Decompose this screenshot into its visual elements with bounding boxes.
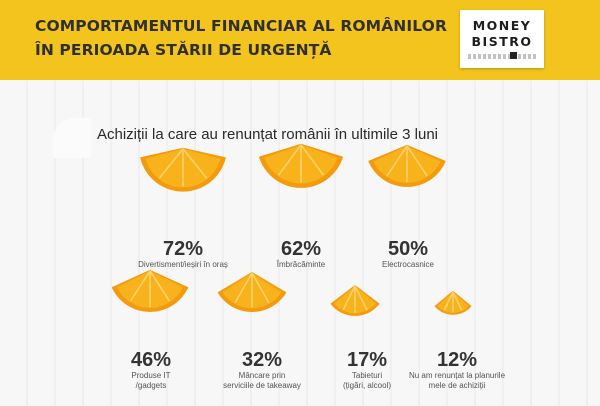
- logo-tagline: [468, 54, 536, 59]
- moneybistro-logo: MONEY BISTRO: [460, 10, 544, 68]
- orange-slice-6: [330, 284, 380, 316]
- value-label: 62%: [281, 238, 321, 260]
- logo-text-money: MONEY: [472, 18, 532, 33]
- logo-text-bistro: BISTRO: [471, 34, 533, 49]
- slice-segment: [129, 270, 151, 302]
- category-label: Mâncare prin: [239, 371, 286, 380]
- value-label: 17%: [347, 349, 387, 371]
- category-label: Electrocasnice: [382, 260, 435, 269]
- title-line-2: ÎN PERIOADA STĂRII DE URGENȚĂ: [35, 41, 332, 59]
- category-label: mele de achiziții: [429, 381, 486, 390]
- slice-segment: [452, 291, 463, 311]
- slice-segment: [149, 270, 171, 302]
- category-label: Produse IT: [131, 371, 170, 380]
- wood-background: [0, 80, 600, 406]
- category-label: serviciile de takeaway: [223, 381, 301, 390]
- header-banner: COMPORTAMENTUL FINANCIAR AL ROMÂNILOR ÎN…: [0, 0, 600, 80]
- chart-title: Achiziții la care au renunțat românii în…: [97, 126, 438, 143]
- orange-slice-5: [217, 272, 287, 312]
- slice-segment: [300, 144, 325, 176]
- orange-slice-3: [368, 144, 446, 187]
- category-label: Divertisment/ieșiri în oraș: [138, 260, 228, 269]
- slice-segment: [386, 145, 408, 177]
- orange-slice-1: [140, 147, 226, 192]
- slice-segment: [277, 144, 302, 176]
- slice-segment: [182, 148, 208, 179]
- slice-segment: [342, 285, 356, 311]
- value-label: 46%: [131, 349, 171, 371]
- slice-segment: [234, 272, 253, 304]
- value-label: 32%: [242, 349, 282, 371]
- logo-mark-icon: [510, 52, 517, 59]
- value-label: 72%: [163, 238, 203, 260]
- paper-decoration: [53, 118, 91, 158]
- slice-segment: [443, 291, 454, 311]
- category-label: Nu am renunțat la planurile: [409, 371, 506, 380]
- orange-slice-2: [258, 143, 344, 188]
- category-label: /gadgets: [136, 381, 167, 390]
- orange-slice-4: [111, 269, 189, 312]
- slice-segment: [251, 272, 270, 304]
- orange-slice-7: [434, 290, 472, 315]
- category-label: Tabieturi: [352, 371, 382, 380]
- slice-segment: [406, 145, 428, 177]
- page-title: COMPORTAMENTUL FINANCIAR AL ROMÂNILOR ÎN…: [35, 14, 465, 62]
- slice-segment: [354, 285, 368, 311]
- category-label: (țigări, alcool): [343, 381, 391, 390]
- value-label: 12%: [437, 349, 477, 371]
- slice-segment: [158, 148, 184, 179]
- title-line-1: COMPORTAMENTUL FINANCIAR AL ROMÂNILOR: [35, 17, 447, 35]
- category-label: Îmbrăcăminte: [276, 260, 326, 269]
- value-label: 50%: [388, 238, 428, 260]
